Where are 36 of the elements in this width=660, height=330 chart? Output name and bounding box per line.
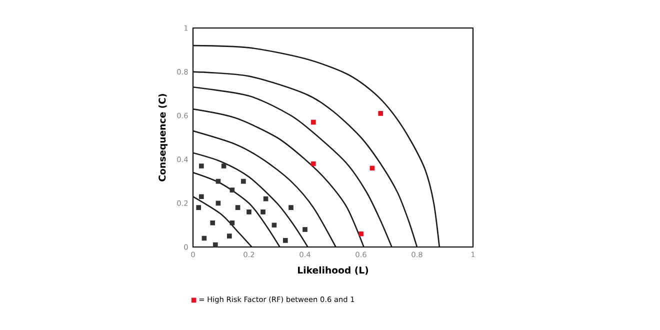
point xyxy=(260,210,266,214)
point xyxy=(378,111,384,116)
point xyxy=(202,236,207,241)
line-series xyxy=(193,71,418,247)
point xyxy=(210,220,216,226)
point xyxy=(311,161,316,166)
y-axis-title: Consequence (C) xyxy=(158,94,168,182)
point xyxy=(216,200,221,206)
point xyxy=(358,231,364,236)
point xyxy=(213,242,218,248)
point xyxy=(302,227,308,232)
point xyxy=(216,178,221,184)
point xyxy=(235,205,240,210)
line-series xyxy=(193,172,280,247)
point xyxy=(288,205,294,210)
line-series xyxy=(193,130,336,247)
point xyxy=(311,120,316,125)
point xyxy=(370,166,375,171)
point xyxy=(227,234,232,238)
point xyxy=(263,196,268,202)
line-series xyxy=(193,86,392,247)
point xyxy=(196,205,202,210)
x-axis-title: Likelihood (L) xyxy=(298,266,368,275)
point xyxy=(246,210,252,214)
point xyxy=(199,164,204,168)
line-series xyxy=(193,108,364,247)
line-series xyxy=(193,196,252,247)
line-series xyxy=(193,44,440,247)
point xyxy=(230,220,235,226)
line-series xyxy=(193,152,308,247)
point xyxy=(283,238,288,243)
point xyxy=(272,222,277,228)
point xyxy=(199,194,204,200)
point xyxy=(230,188,235,192)
point xyxy=(221,164,226,168)
point xyxy=(241,178,246,184)
